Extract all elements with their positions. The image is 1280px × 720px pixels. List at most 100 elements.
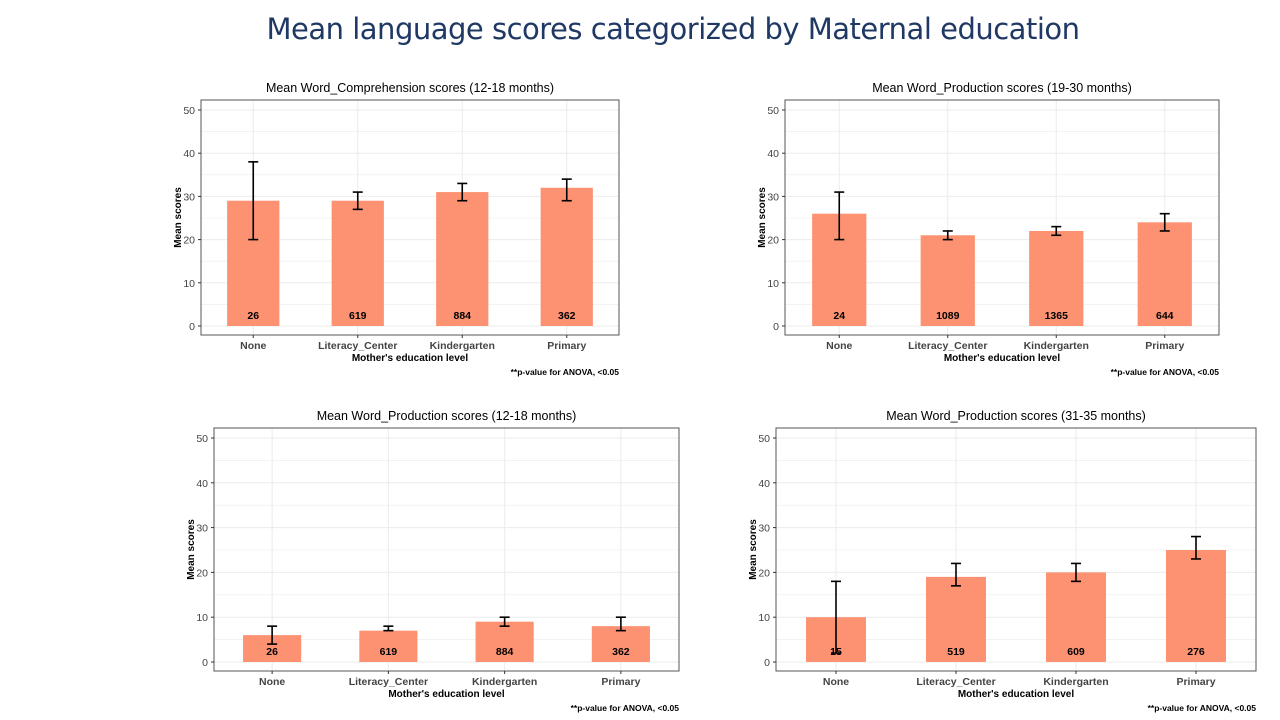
chart-panel-2: 24 1089 1365 644 0 10 20 30 40 50 None Literacy_Cen…	[757, 81, 1220, 377]
chart-panel-4: 15 519 609 276 0 10 20 30 40 50 None Literacy_Cente…	[748, 409, 1257, 713]
error-bar-4	[615, 616, 626, 632]
y-tick-label: 10	[767, 278, 779, 290]
plot-border	[213, 427, 680, 672]
bar-count-label: 15	[830, 646, 842, 658]
y-tick-label: 20	[183, 235, 195, 247]
chart-title: Mean Word_Production scores (19-30 month…	[872, 81, 1132, 95]
y-tick-label: 30	[767, 191, 779, 203]
chart-title: Mean Word_Comprehension scores (12-18 mo…	[266, 81, 554, 95]
x-tick-label: Primary	[1145, 340, 1184, 352]
anova-note: **p-value for ANOVA, <0.05	[1148, 703, 1257, 713]
error-bar-1	[248, 161, 259, 241]
bar-count-label: 362	[558, 310, 576, 322]
bar-count-label: 362	[612, 646, 630, 658]
bar-count-label: 619	[380, 646, 398, 658]
bar-count-label: 276	[1187, 646, 1205, 658]
x-tick-label: None	[259, 676, 285, 688]
error-bar-3	[1071, 562, 1081, 583]
bar-count-label: 519	[947, 646, 965, 658]
y-axis-label: Mean scores	[748, 519, 759, 580]
x-tick-label: Literacy_Center	[318, 340, 397, 352]
plot-border	[200, 99, 620, 336]
bar-3	[1029, 230, 1084, 326]
y-tick-label: 50	[183, 105, 195, 117]
bar-4	[540, 187, 593, 326]
x-tick-label: Primary	[601, 676, 640, 688]
x-tick-label: Kindergarten	[1043, 676, 1108, 688]
anova-note: **p-value for ANOVA, <0.05	[511, 367, 620, 377]
bar-count-label: 1089	[936, 310, 960, 322]
y-tick-label: 20	[196, 567, 208, 579]
x-tick-label: Primary	[547, 340, 586, 352]
y-axis-label: Mean scores	[186, 519, 197, 580]
bar-count-label: 1365	[1045, 310, 1069, 322]
error-bar-1	[834, 191, 845, 241]
x-tick-label: None	[826, 340, 852, 352]
bar-count-label: 26	[266, 646, 278, 658]
x-tick-label: Kindergarten	[430, 340, 495, 352]
error-bar-1	[831, 580, 841, 654]
x-axis-label: Mother's education level	[944, 353, 1061, 364]
x-tick-label: Literacy_Center	[908, 340, 987, 352]
y-tick-label: 40	[196, 478, 208, 490]
chart-panel-3: 26 619 884 362 0 10 20 30 40 50 None Literacy_Cente…	[186, 409, 680, 713]
error-bar-2	[951, 562, 961, 587]
error-bar-4	[1191, 535, 1201, 560]
y-tick-label: 50	[196, 433, 208, 445]
anova-note: **p-value for ANOVA, <0.05	[571, 703, 680, 713]
y-tick-label: 30	[183, 191, 195, 203]
bar-count-label: 26	[247, 310, 259, 322]
error-bar-4	[561, 178, 572, 202]
x-tick-label: Literacy_Center	[349, 676, 428, 688]
x-axis-label: Mother's education level	[388, 689, 505, 700]
y-tick-label: 40	[767, 148, 779, 160]
x-axis-label: Mother's education level	[352, 353, 469, 364]
y-tick-label: 0	[773, 321, 779, 333]
x-tick-label: None	[240, 340, 266, 352]
y-tick-label: 0	[202, 657, 208, 669]
bar-count-label: 884	[453, 310, 471, 322]
plot-border	[784, 99, 1220, 336]
bar-2	[926, 576, 986, 662]
error-bar-3	[499, 616, 510, 627]
error-bar-3	[1051, 225, 1062, 237]
x-tick-label: Literacy_Center	[916, 676, 995, 688]
y-tick-label: 0	[764, 657, 770, 669]
x-tick-label: Kindergarten	[472, 676, 537, 688]
chart-title: Mean Word_Production scores (31-35 month…	[886, 409, 1146, 423]
error-bar-2	[942, 230, 953, 241]
slide-title: Mean language scores categorized by Mate…	[266, 12, 1081, 46]
y-tick-label: 20	[758, 567, 770, 579]
anova-note: **p-value for ANOVA, <0.05	[1111, 367, 1220, 377]
y-axis-label: Mean scores	[757, 187, 768, 248]
x-tick-label: None	[823, 676, 849, 688]
error-bar-2	[383, 625, 394, 632]
x-axis-label: Mother's education level	[958, 689, 1075, 700]
bar-count-label: 619	[349, 310, 367, 322]
error-bar-4	[1159, 212, 1170, 232]
bar-2	[359, 630, 418, 662]
bar-3	[475, 621, 534, 662]
y-tick-label: 0	[189, 321, 195, 333]
bar-count-label: 24	[833, 310, 845, 322]
x-tick-label: Kindergarten	[1024, 340, 1089, 352]
y-tick-label: 40	[758, 478, 770, 490]
y-tick-label: 40	[183, 148, 195, 160]
error-bar-2	[352, 191, 363, 211]
y-tick-label: 10	[183, 278, 195, 290]
x-tick-label: Primary	[1176, 676, 1215, 688]
plot-border	[775, 427, 1257, 672]
y-tick-label: 50	[758, 433, 770, 445]
bar-count-label: 609	[1067, 646, 1085, 658]
chart-panel-1: 26 619 884 362 0 10 20 30 40 50 None Literacy_Cente…	[173, 81, 620, 377]
y-tick-label: 30	[758, 523, 770, 535]
bar-3	[436, 192, 489, 326]
y-axis-label: Mean scores	[173, 187, 184, 248]
y-tick-label: 10	[758, 612, 770, 624]
bar-3	[1046, 572, 1106, 662]
bar-2	[331, 200, 384, 326]
chart-title: Mean Word_Production scores (12-18 month…	[317, 409, 577, 423]
error-bar-1	[267, 625, 278, 645]
bar-2	[920, 235, 975, 326]
